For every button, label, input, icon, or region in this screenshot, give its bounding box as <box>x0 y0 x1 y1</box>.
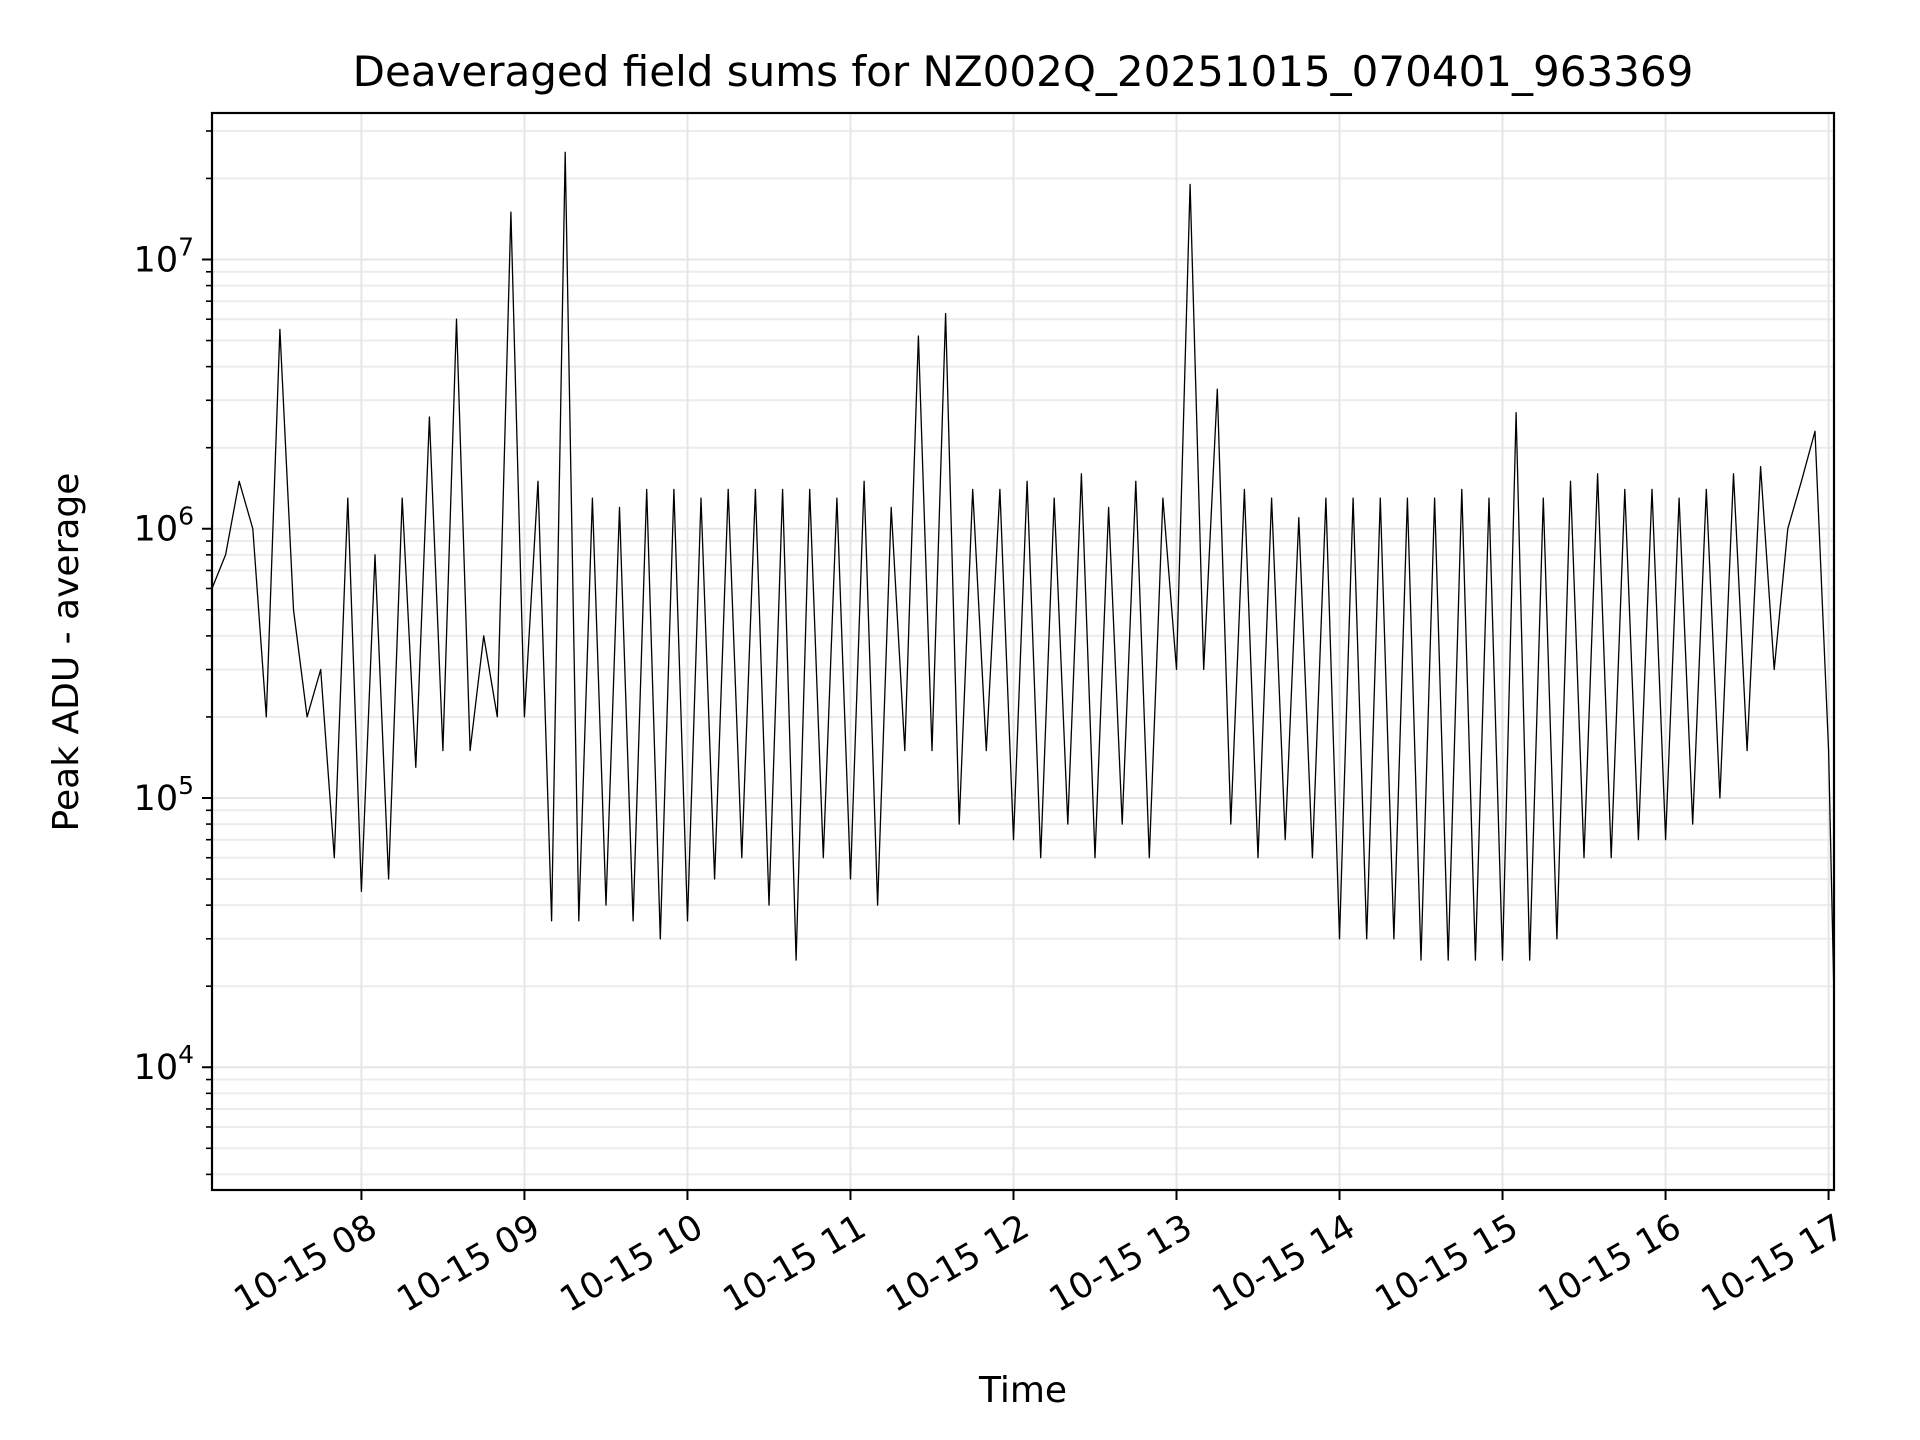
series-line-0 <box>211 151 1835 999</box>
x-tick-label: 10-15 10 <box>554 1207 710 1320</box>
x-axis-label: Time <box>978 1370 1067 1411</box>
grid <box>212 113 1834 1190</box>
x-tick-label: 10-15 09 <box>391 1207 547 1320</box>
y-tick-label: 107 <box>134 232 194 280</box>
x-tick-label: 10-15 17 <box>1695 1207 1851 1320</box>
x-tick-label: 10-15 12 <box>880 1207 1036 1320</box>
x-tick-label: 10-15 11 <box>717 1207 873 1320</box>
x-tick-label: 10-15 16 <box>1532 1207 1688 1320</box>
series-group <box>211 151 1835 999</box>
y-axis-label: Peak ADU - average <box>46 473 87 832</box>
x-tick-label: 10-15 13 <box>1043 1207 1199 1320</box>
x-tick-label: 10-15 14 <box>1206 1207 1362 1320</box>
plot-frame <box>210 111 1836 1192</box>
y-axis: 104 105 106 107 <box>134 130 212 1176</box>
x-tick-label: 10-15 15 <box>1369 1207 1525 1320</box>
y-tick-label: 106 <box>134 502 194 550</box>
chart-title: Deaveraged field sums for NZ002Q_2025101… <box>353 47 1694 96</box>
x-tick-label: 10-15 08 <box>228 1207 384 1320</box>
y-tick-label: 104 <box>134 1040 194 1088</box>
y-tick-label: 105 <box>134 771 194 819</box>
x-axis: 10-15 08 10-15 09 10-15 10 10-15 11 10-15 12… <box>228 1190 1851 1320</box>
